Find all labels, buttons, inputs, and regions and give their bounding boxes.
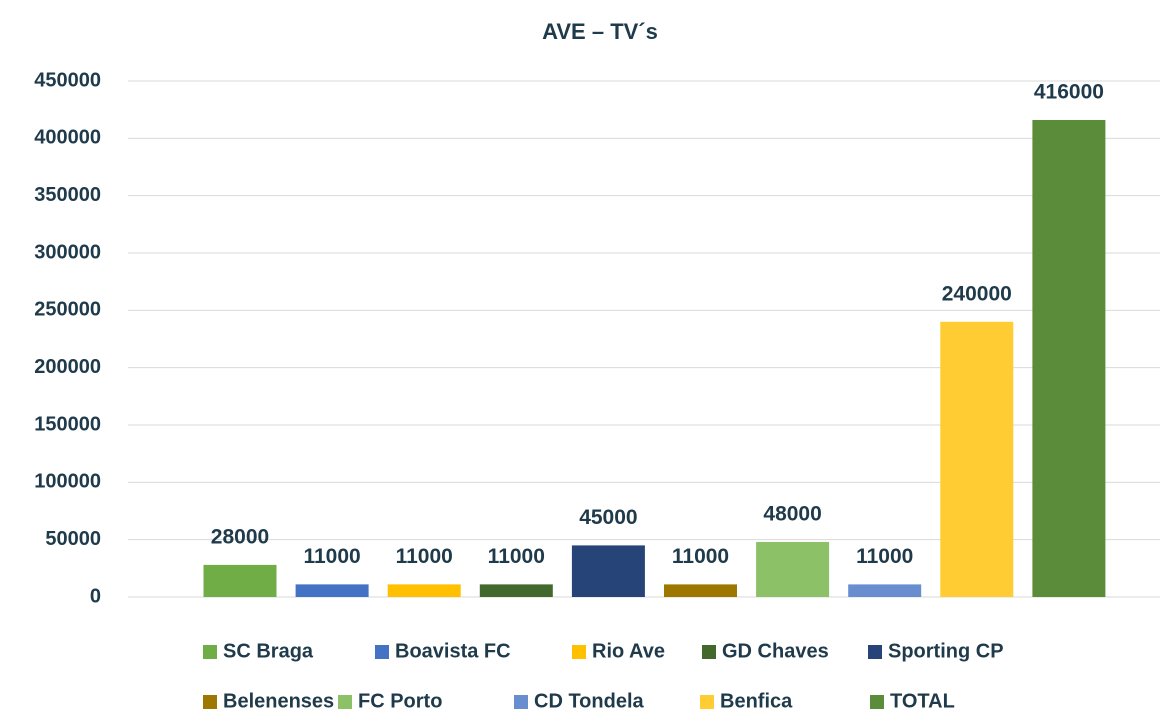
- data-label: 11000: [672, 545, 729, 568]
- bar: [295, 584, 369, 597]
- y-tick-label: 50000: [45, 528, 101, 550]
- data-label: 11000: [488, 545, 545, 568]
- bar: [203, 564, 277, 597]
- y-tick-label: 250000: [34, 299, 101, 321]
- legend-swatch: [338, 695, 352, 709]
- data-label: 28000: [211, 525, 269, 548]
- legend-swatch: [203, 645, 217, 659]
- legend-label: CD Tondela: [534, 690, 645, 712]
- legend-swatch: [203, 695, 217, 709]
- legend-label: Rio Ave: [592, 640, 665, 662]
- bar: [479, 584, 553, 597]
- data-label: 11000: [396, 545, 453, 568]
- data-label: 48000: [763, 503, 821, 526]
- bar: [756, 541, 830, 597]
- legend-swatch: [870, 695, 884, 709]
- legend-swatch: [375, 645, 389, 659]
- legend-swatch: [702, 645, 716, 659]
- y-tick-label: 0: [90, 585, 101, 607]
- data-label: 45000: [579, 506, 637, 529]
- legend-label: TOTAL: [890, 690, 955, 712]
- legend-label: Sporting CP: [888, 640, 1004, 662]
- y-tick-label: 200000: [34, 356, 101, 378]
- data-label: 240000: [942, 282, 1012, 305]
- data-label: 11000: [303, 545, 360, 568]
- y-tick-label: 100000: [34, 471, 101, 493]
- data-label: 11000: [856, 545, 913, 568]
- bar: [571, 545, 645, 597]
- bar: [940, 321, 1014, 597]
- y-tick-label: 350000: [34, 184, 101, 206]
- legend-swatch: [514, 695, 528, 709]
- y-tick-label: 150000: [34, 413, 101, 435]
- chart-title: AVE – TV´s: [542, 19, 658, 44]
- legend-label: Benfica: [720, 690, 793, 712]
- legend-swatch: [572, 645, 586, 659]
- legend-swatch: [868, 645, 882, 659]
- y-tick-label: 300000: [34, 241, 101, 263]
- legend-label: Boavista FC: [395, 640, 511, 662]
- legend-swatch: [700, 695, 714, 709]
- legend-label: GD Chaves: [722, 640, 829, 662]
- legend-label: Belenenses: [223, 690, 334, 712]
- bar: [664, 584, 737, 597]
- bar: [848, 584, 922, 597]
- y-tick-label: 450000: [34, 69, 101, 91]
- bar: [387, 584, 461, 597]
- data-label: 416000: [1034, 81, 1104, 104]
- y-tick-label: 400000: [34, 127, 101, 149]
- legend-label: SC Braga: [223, 640, 314, 662]
- legend-label: FC Porto: [358, 690, 442, 712]
- bar: [1032, 119, 1106, 597]
